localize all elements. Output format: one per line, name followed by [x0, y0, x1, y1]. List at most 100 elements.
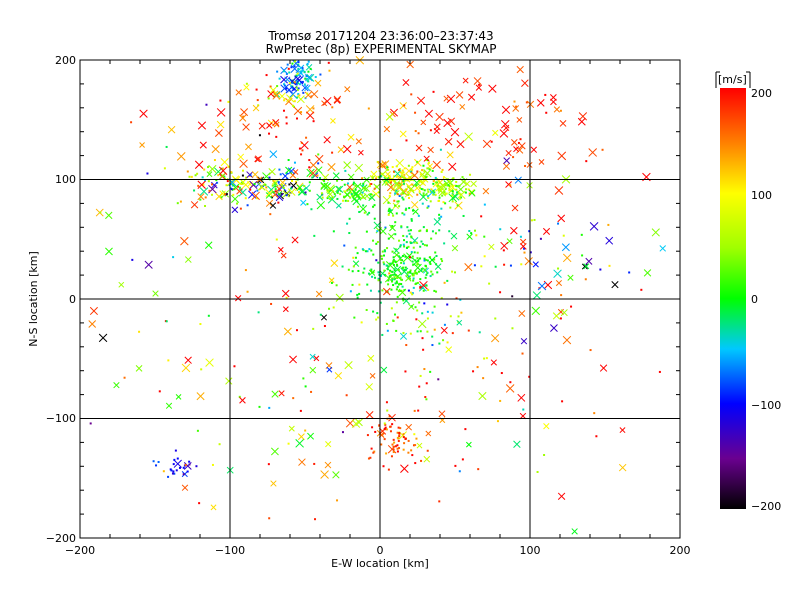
data-point-dot — [232, 193, 235, 196]
data-point-dot — [398, 195, 401, 198]
data-point-x — [184, 256, 192, 263]
data-point-dot — [427, 190, 430, 193]
data-point-x — [308, 168, 318, 178]
data-point-dot — [383, 427, 386, 430]
data-point-x — [520, 338, 528, 345]
data-point-x — [505, 181, 512, 188]
data-point-dot — [208, 189, 211, 192]
data-point-x — [320, 181, 329, 191]
data-point-dot — [296, 117, 299, 120]
data-point-dot — [188, 460, 191, 463]
data-point-dot — [402, 234, 405, 237]
data-point-dot — [426, 167, 429, 170]
data-point-dot — [423, 257, 426, 260]
data-point-dot — [399, 276, 402, 279]
data-point-dot — [480, 265, 483, 268]
data-point-dot — [344, 169, 347, 172]
data-point-dot — [388, 177, 391, 180]
data-point-dot — [397, 440, 400, 443]
data-point-x — [280, 252, 287, 259]
data-point-dot — [397, 268, 400, 271]
data-point-x — [393, 252, 400, 258]
data-point-dot — [434, 251, 437, 254]
data-point-dot — [451, 185, 454, 188]
data-point-x — [289, 172, 297, 179]
data-point-dot — [410, 251, 413, 254]
data-point-x — [517, 393, 526, 402]
data-point-dot — [378, 176, 381, 179]
data-point-dot — [382, 261, 385, 264]
data-point-dot — [369, 289, 372, 292]
data-point-x — [288, 425, 295, 432]
data-point-dot — [312, 120, 315, 123]
data-point-dot — [411, 183, 414, 186]
data-point-dot — [363, 267, 366, 270]
data-point-dot — [483, 255, 486, 258]
data-point-x — [506, 238, 513, 245]
data-point-x — [289, 355, 298, 364]
data-point-dot — [296, 88, 299, 91]
data-point-dot — [369, 183, 372, 186]
data-point-x — [420, 119, 427, 126]
data-point-x — [462, 77, 469, 84]
data-point-x — [611, 281, 619, 289]
data-point-x — [659, 245, 667, 252]
data-point-x — [550, 324, 558, 332]
data-point-dot — [301, 80, 304, 83]
data-point-dot — [405, 207, 408, 210]
data-point-x — [443, 95, 450, 102]
data-point-dot — [442, 176, 445, 179]
data-point-dot — [347, 199, 350, 202]
data-point-dot — [478, 331, 481, 334]
data-point-dot — [293, 105, 296, 108]
data-point-dot — [402, 436, 405, 439]
data-point-dot — [429, 263, 432, 266]
data-point-dot — [392, 170, 395, 173]
data-point-dot — [412, 277, 415, 280]
data-point-dot — [468, 229, 471, 232]
data-point-dot — [367, 272, 370, 275]
data-point-dot — [378, 273, 381, 276]
data-point-x — [320, 470, 329, 479]
data-point-dot — [295, 86, 298, 89]
data-point-x — [344, 86, 351, 93]
data-point-dot — [411, 168, 414, 171]
data-point-dot — [440, 215, 443, 218]
data-point-dot — [172, 256, 175, 259]
data-point-dot — [398, 432, 401, 435]
data-point-dot — [409, 332, 412, 335]
data-point-dot — [244, 197, 247, 200]
data-point-dot — [417, 409, 420, 412]
data-point-x — [315, 290, 323, 298]
data-point-dot — [285, 116, 288, 119]
data-point-dot — [595, 435, 598, 438]
data-point-dot — [290, 187, 293, 190]
data-point-dot — [381, 250, 384, 253]
data-point-dot — [430, 270, 433, 273]
data-point-dot — [172, 470, 175, 473]
data-point-dot — [204, 204, 207, 207]
data-point-dot — [398, 433, 401, 436]
data-point-dot — [353, 316, 356, 319]
data-point-dot — [442, 339, 445, 342]
data-point-x — [304, 91, 312, 99]
data-point-dot — [411, 293, 414, 296]
data-point-dot — [371, 426, 374, 429]
data-point-dot — [405, 235, 408, 238]
data-point-dot — [474, 229, 477, 232]
data-point-dot — [427, 161, 430, 164]
data-point-x — [296, 184, 304, 192]
data-point-dot — [403, 104, 406, 107]
data-point-x — [327, 163, 336, 172]
data-point-dot — [382, 254, 385, 257]
data-point-dot — [421, 188, 424, 191]
data-point-x — [176, 152, 186, 161]
data-point-dot — [409, 256, 412, 259]
data-point-dot — [391, 279, 394, 282]
data-point-x — [440, 326, 448, 334]
data-point-x — [347, 133, 355, 141]
data-point-dot — [317, 162, 320, 165]
data-point-dot — [167, 359, 170, 362]
data-point-dot — [280, 192, 283, 195]
data-point-x — [197, 193, 205, 201]
